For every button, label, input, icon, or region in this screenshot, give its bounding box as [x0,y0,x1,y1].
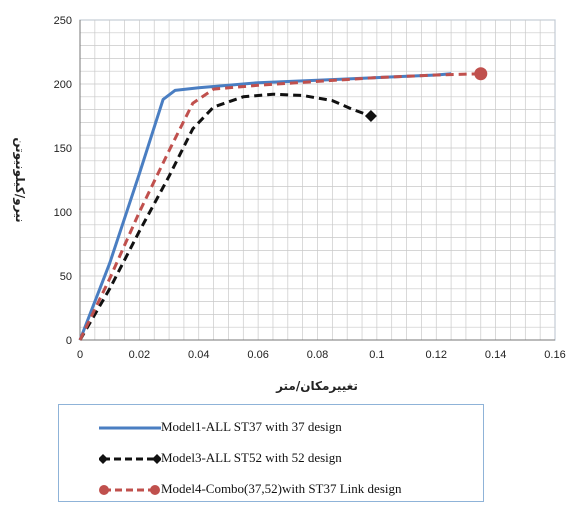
legend-label-model4: Model4-Combo(37,52)with ST37 Link design [161,481,402,496]
y-tick-label: 150 [54,143,72,155]
x-tick-label: 0.02 [129,349,150,361]
legend-item-model4: Model4-Combo(37,52)with ST37 Link design [59,479,483,501]
series-lines [78,72,481,341]
y-tick-label: 250 [54,15,72,27]
x-tick-label: 0.1 [369,349,384,361]
y-tick-label: 100 [54,207,72,219]
y-axis-label: نیرو/کیلونیوتن [12,137,27,222]
legend-swatch-model3 [99,454,161,464]
legend-label-model3: Model3-ALL ST52 with 52 design [161,450,342,465]
legend-item-model1: Model1-ALL ST37 with 37 design [59,417,483,439]
x-tick-label: 0.14 [485,349,506,361]
x-tick-label: 0 [77,349,83,361]
series-end-marker [364,110,377,122]
x-tick-label: 0.04 [188,349,209,361]
x-tick-label: 0.12 [426,349,447,361]
legend-label-model1: Model1-ALL ST37 with 37 design [161,419,342,434]
legend: Model1-ALL ST37 with 37 design Model3-AL… [58,404,484,502]
y-tick-label: 200 [54,79,72,91]
chart-canvas: 0 0.02 0.04 0.06 0.08 0.1 0.12 0.14 0.16 0 50 100 15… [12,15,566,393]
legend-swatch-model4 [99,485,160,495]
grid-lines [79,19,556,341]
legend-swatch-model1 [99,426,161,430]
x-axis-label: تغییرمکان/متر [275,379,358,393]
series-end-marker [474,67,488,81]
tick-labels: 0 0.02 0.04 0.06 0.08 0.1 0.12 0.14 0.16 0 50 100 15… [54,15,566,361]
y-tick-label: 50 [60,271,72,283]
series-markers [364,67,488,122]
x-tick-label: 0.16 [544,349,565,361]
legend-item-model3: Model3-ALL ST52 with 52 design [59,448,483,470]
y-tick-label: 0 [66,335,72,347]
series-line-3 [78,72,481,341]
x-tick-label: 0.06 [247,349,268,361]
series-line-2 [78,92,372,341]
x-tick-label: 0.08 [307,349,328,361]
